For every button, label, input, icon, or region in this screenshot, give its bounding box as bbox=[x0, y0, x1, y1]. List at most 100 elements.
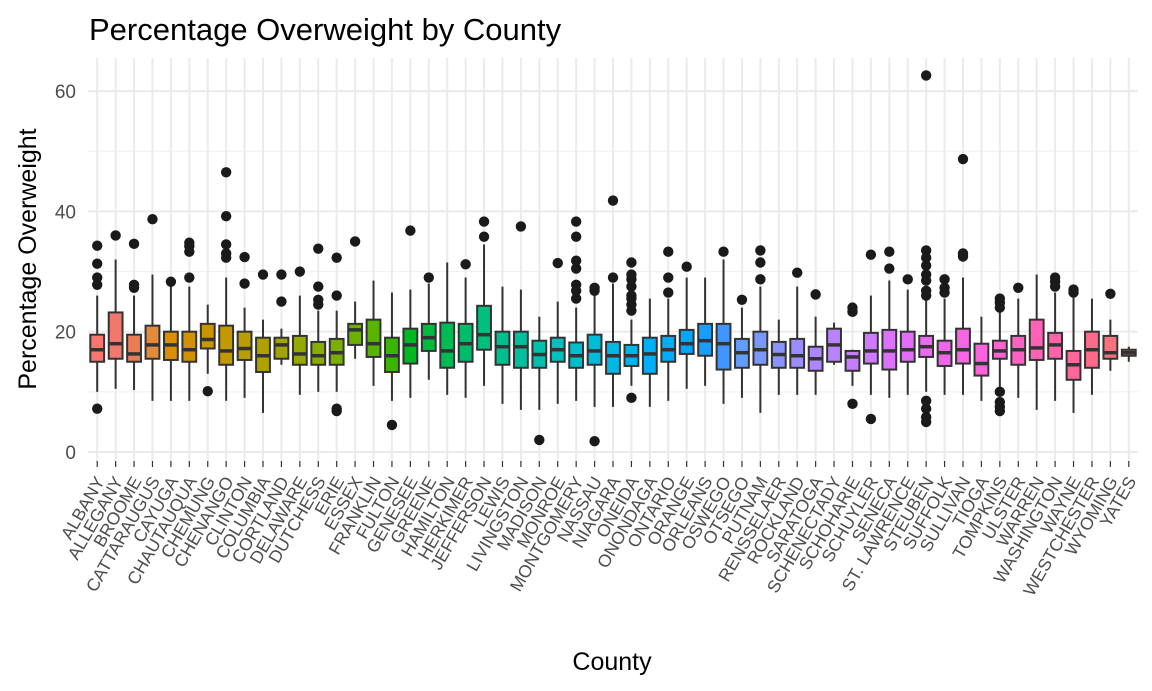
outlier-point bbox=[92, 272, 103, 283]
y-tick-label: 0 bbox=[65, 443, 76, 464]
y-axis-title: Percentage Overweight bbox=[14, 128, 42, 389]
outlier-point bbox=[1013, 282, 1024, 293]
outlier-point bbox=[92, 258, 103, 269]
outlier-point bbox=[884, 263, 895, 274]
outlier-point bbox=[184, 237, 195, 248]
outlier-point bbox=[220, 239, 232, 250]
box-chenango bbox=[218, 167, 235, 401]
iqr-box bbox=[973, 342, 990, 377]
box-dutchess bbox=[310, 243, 327, 392]
box-ulster bbox=[1010, 282, 1027, 398]
outlier-point bbox=[1105, 288, 1116, 299]
outlier-point bbox=[589, 282, 600, 293]
iqr-box bbox=[1028, 318, 1045, 361]
outlier-point bbox=[994, 396, 1006, 408]
iqr-box bbox=[1102, 334, 1119, 360]
outlier-point bbox=[810, 289, 821, 300]
outlier-point bbox=[128, 238, 140, 250]
y-tick-label: 60 bbox=[55, 82, 76, 103]
iqr-box bbox=[715, 322, 732, 371]
outlier-point bbox=[570, 216, 582, 227]
box-chemung bbox=[199, 304, 216, 397]
outlier-point bbox=[920, 245, 932, 256]
outlier-point bbox=[755, 274, 766, 285]
box-essex bbox=[347, 236, 364, 359]
outlier-point bbox=[589, 435, 600, 447]
box-columbia bbox=[255, 269, 271, 413]
outlier-point bbox=[405, 225, 416, 236]
box-tioga bbox=[973, 316, 990, 401]
outlier-point bbox=[865, 249, 877, 260]
iqr-box bbox=[476, 304, 492, 351]
outlier-point bbox=[920, 411, 932, 423]
iqr-box bbox=[955, 327, 971, 365]
iqr-box bbox=[641, 336, 658, 375]
outlier-point bbox=[847, 302, 858, 313]
box-orange bbox=[678, 261, 695, 389]
x-axis: ALBANYALLEGANYBROOMECATTARAUGUSCAYUGACHA… bbox=[57, 461, 1140, 599]
outlier-point bbox=[939, 282, 950, 293]
outlier-point bbox=[570, 263, 582, 274]
box-steuben bbox=[918, 70, 935, 428]
y-axis: 0 20 40 60 bbox=[55, 82, 76, 464]
box-monroe bbox=[549, 257, 566, 404]
box-hamilton bbox=[439, 262, 456, 395]
outlier-point bbox=[570, 293, 582, 304]
outlier-point bbox=[257, 269, 269, 280]
box-suffolk bbox=[936, 274, 953, 395]
box-seneca bbox=[881, 246, 898, 398]
box-cayuga bbox=[162, 276, 179, 401]
outlier-point bbox=[202, 386, 213, 397]
box-chautauqua bbox=[181, 237, 198, 401]
iqr-box bbox=[347, 322, 364, 346]
outlier-point bbox=[92, 279, 103, 290]
box-warren bbox=[1028, 274, 1045, 410]
outlier-point bbox=[534, 434, 545, 446]
outlier-point bbox=[239, 251, 250, 263]
box-wyoming bbox=[1102, 288, 1119, 371]
x-axis-title: County bbox=[572, 648, 652, 676]
box-broome bbox=[126, 238, 142, 391]
box-delaware bbox=[291, 266, 308, 395]
outlier-point bbox=[239, 278, 250, 289]
iqr-box bbox=[199, 322, 216, 350]
box-sullivan bbox=[955, 153, 971, 395]
iqr-box bbox=[862, 331, 879, 365]
iqr-box bbox=[310, 340, 327, 366]
outlier-point bbox=[220, 248, 232, 259]
iqr-box bbox=[605, 340, 621, 375]
outlier-point bbox=[920, 269, 932, 280]
outlier-point bbox=[994, 386, 1006, 398]
outlier-point bbox=[331, 403, 342, 414]
outlier-point bbox=[663, 272, 674, 283]
box-herkimer bbox=[457, 259, 474, 398]
outlier-point bbox=[220, 210, 232, 222]
box-putnam bbox=[752, 245, 769, 413]
box-cattaraugus bbox=[144, 214, 161, 401]
box-madison bbox=[531, 316, 548, 446]
box-erie bbox=[328, 252, 345, 417]
outlier-point bbox=[663, 246, 674, 257]
outlier-point bbox=[957, 153, 969, 165]
box-schuyler bbox=[862, 249, 879, 425]
iqr-box bbox=[899, 330, 916, 363]
outlier-point bbox=[755, 245, 766, 256]
outlier-point bbox=[626, 269, 637, 280]
iqr-box bbox=[678, 328, 695, 355]
outlier-point bbox=[865, 413, 877, 425]
box-schenectady bbox=[826, 322, 842, 365]
outlier-point bbox=[313, 281, 324, 292]
box-lewis bbox=[494, 286, 511, 404]
box-oneida bbox=[623, 257, 640, 404]
outlier-point bbox=[1049, 272, 1061, 283]
outlier-point bbox=[736, 294, 748, 305]
outlier-point bbox=[626, 281, 637, 292]
y-tick-label: 20 bbox=[55, 323, 76, 344]
outlier-point bbox=[276, 269, 287, 280]
outlier-point bbox=[957, 248, 969, 259]
outlier-point bbox=[294, 266, 306, 277]
outlier-point bbox=[607, 195, 619, 206]
box-onondaga bbox=[641, 298, 658, 407]
iqr-box bbox=[144, 324, 161, 360]
